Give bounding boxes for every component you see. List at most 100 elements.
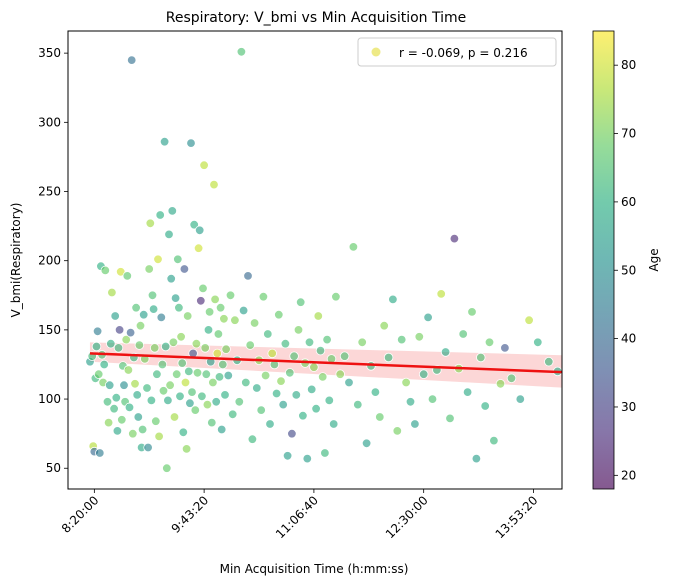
data-point xyxy=(175,391,185,402)
data-point xyxy=(311,404,321,414)
data-point xyxy=(194,225,205,236)
data-point xyxy=(247,434,258,444)
data-point xyxy=(414,332,425,342)
data-point xyxy=(223,370,234,381)
data-point xyxy=(209,179,219,190)
data-point xyxy=(124,402,135,413)
data-point xyxy=(544,357,554,367)
data-point xyxy=(324,395,335,406)
data-point xyxy=(500,343,510,353)
data-point xyxy=(344,377,354,388)
data-point xyxy=(168,337,179,348)
data-point xyxy=(258,292,269,302)
data-point xyxy=(169,412,180,422)
data-point xyxy=(143,442,153,453)
data-point xyxy=(489,435,499,446)
data-point xyxy=(130,379,140,389)
data-point xyxy=(176,332,186,342)
data-point xyxy=(135,321,146,331)
data-point xyxy=(219,314,229,324)
y-tick-label: 250 xyxy=(38,185,61,199)
data-point xyxy=(187,387,197,397)
colorbar-tick-label: 60 xyxy=(621,195,636,209)
data-point xyxy=(153,254,163,264)
data-point xyxy=(114,325,125,335)
data-point xyxy=(100,265,111,276)
data-point xyxy=(164,229,174,240)
data-point xyxy=(265,419,275,429)
data-point xyxy=(147,290,158,301)
data-point xyxy=(302,453,313,464)
data-point xyxy=(193,243,204,253)
y-tick-label: 350 xyxy=(38,46,61,60)
data-point xyxy=(145,218,156,229)
data-point xyxy=(179,264,190,274)
x-axis-label: Min Acquisition Time (h:mm:ss) xyxy=(220,562,409,576)
data-point xyxy=(109,404,119,414)
data-point xyxy=(484,337,495,348)
y-axis-label: V_bmi(Respiratory) xyxy=(9,203,23,318)
data-point xyxy=(449,233,460,244)
colorbar-label: Age xyxy=(647,248,661,271)
data-point xyxy=(199,160,209,170)
data-point xyxy=(445,413,455,424)
data-point xyxy=(427,394,438,404)
data-point xyxy=(318,372,328,382)
data-point xyxy=(207,417,217,428)
colorbar-ticks: 20 30 40 50 60 70 80 xyxy=(614,58,636,482)
data-point xyxy=(115,267,126,277)
data-point xyxy=(112,426,123,436)
data-point xyxy=(167,206,178,216)
data-point xyxy=(196,296,206,306)
data-point xyxy=(191,339,202,349)
colorbar-tick-label: 40 xyxy=(621,332,636,346)
legend-marker xyxy=(371,47,381,57)
data-point xyxy=(524,315,534,325)
data-point xyxy=(309,362,319,372)
data-point xyxy=(138,310,149,320)
data-point xyxy=(282,451,293,461)
data-point xyxy=(241,377,251,388)
data-point xyxy=(177,358,187,368)
data-point xyxy=(218,359,228,370)
data-point xyxy=(375,412,385,422)
data-point xyxy=(106,339,116,349)
data-point xyxy=(146,395,157,406)
data-point xyxy=(198,283,208,294)
colorbar-tick-label: 50 xyxy=(621,263,636,277)
legend-box xyxy=(357,37,557,67)
data-point xyxy=(104,380,115,390)
data-point xyxy=(220,390,230,400)
data-point xyxy=(329,419,339,429)
data-point xyxy=(260,370,271,381)
y-tick-label: 300 xyxy=(38,115,61,129)
data-point xyxy=(296,297,306,307)
x-tick-label: 8:20:00 xyxy=(59,493,102,536)
legend: r = -0.069, p = 0.216 xyxy=(357,37,557,67)
data-point xyxy=(178,427,189,438)
data-point xyxy=(204,307,215,317)
data-point xyxy=(289,351,299,361)
data-point xyxy=(170,293,181,303)
data-point xyxy=(152,369,162,379)
x-tick-label: 9:43:20 xyxy=(169,493,212,536)
data-point xyxy=(276,376,286,386)
data-point xyxy=(353,399,363,410)
plot-frame xyxy=(67,30,563,490)
data-point xyxy=(197,391,207,402)
data-point xyxy=(128,429,138,439)
x-axis: 8:20:00 9:43:20 11:06:40 12:30:00 13:53:20 xyxy=(59,489,541,541)
data-point xyxy=(144,264,154,274)
data-point xyxy=(159,136,170,147)
data-point xyxy=(234,397,245,407)
data-point xyxy=(92,326,103,337)
data-point xyxy=(117,415,127,425)
data-point xyxy=(174,303,184,313)
data-point xyxy=(480,401,490,411)
data-point xyxy=(383,352,394,363)
data-point xyxy=(202,399,213,410)
data-point xyxy=(184,366,194,377)
data-point xyxy=(190,405,201,415)
data-point xyxy=(189,219,199,230)
colorbar-tick-label: 20 xyxy=(621,468,636,482)
